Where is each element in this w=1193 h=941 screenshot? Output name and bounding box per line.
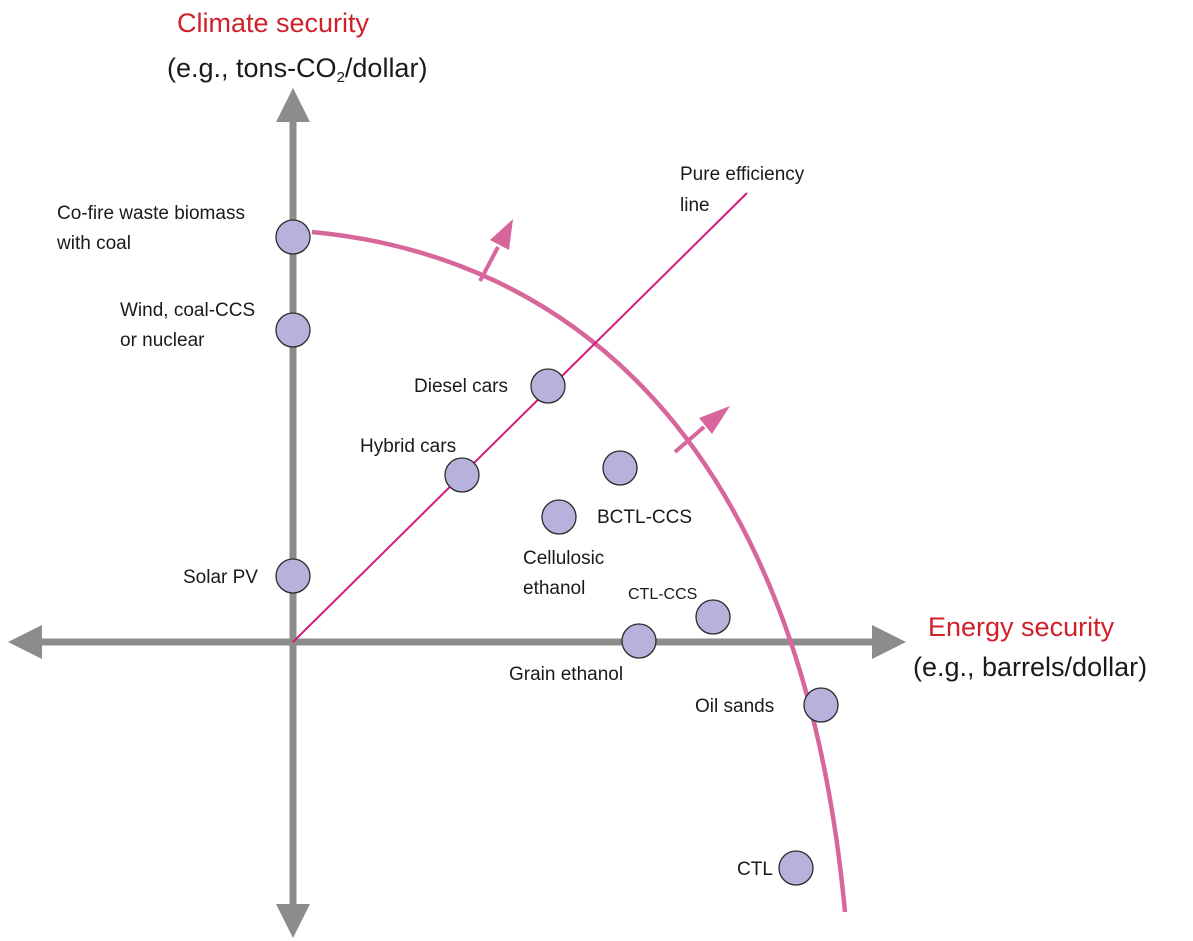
point-ctl — [778, 850, 814, 886]
point-solar — [275, 558, 311, 594]
point-wind — [275, 312, 311, 348]
frontier-curve — [311, 229, 848, 913]
label-grain: Grain ethanol — [509, 664, 623, 685]
label-cellulosic-1: Cellulosic — [523, 548, 604, 569]
point-bctl — [602, 450, 638, 486]
point-hybrid — [444, 457, 480, 493]
y-axis-arrow-up — [276, 88, 310, 122]
y-axis-title: Climate security — [177, 8, 370, 38]
point-cofire — [275, 219, 311, 255]
label-wind-2: or nuclear — [120, 330, 205, 351]
label-hybrid: Hybrid cars — [360, 436, 456, 457]
point-grain — [621, 623, 657, 659]
frontier-arrow-upper — [478, 219, 513, 282]
point-cellulosic — [541, 499, 577, 535]
frontier-arrow-lower — [673, 406, 730, 454]
label-ctl: CTL — [737, 859, 773, 880]
label-cofire-1: Co-fire waste biomass — [57, 203, 245, 224]
x-axis-subtitle: (e.g., barrels/dollar) — [913, 652, 1147, 682]
x-axis-arrow-left — [8, 625, 42, 659]
label-ctlccs: CTL-CCS — [628, 586, 697, 603]
efficiency-line-label-1: Pure efficiency — [680, 164, 805, 185]
data-points — [275, 219, 839, 886]
label-oilsands: Oil sands — [695, 696, 774, 717]
label-solar: Solar PV — [183, 567, 258, 588]
point-diesel — [530, 368, 566, 404]
efficiency-line — [292, 192, 748, 643]
label-diesel: Diesel cars — [414, 376, 508, 397]
efficiency-line-label-2: line — [680, 195, 710, 216]
label-wind-1: Wind, coal-CCS — [120, 300, 255, 321]
y-axis-subtitle: (e.g., tons-CO2/dollar) — [167, 53, 427, 86]
point-oilsands — [803, 687, 839, 723]
point-ctlccs — [695, 599, 731, 635]
x-axis-arrow-right — [872, 625, 906, 659]
x-axis-title: Energy security — [928, 612, 1115, 642]
label-cofire-2: with coal — [56, 233, 131, 254]
label-bctl: BCTL-CCS — [597, 507, 692, 528]
y-axis-arrow-down — [276, 904, 310, 938]
label-cellulosic-2: ethanol — [523, 578, 585, 599]
